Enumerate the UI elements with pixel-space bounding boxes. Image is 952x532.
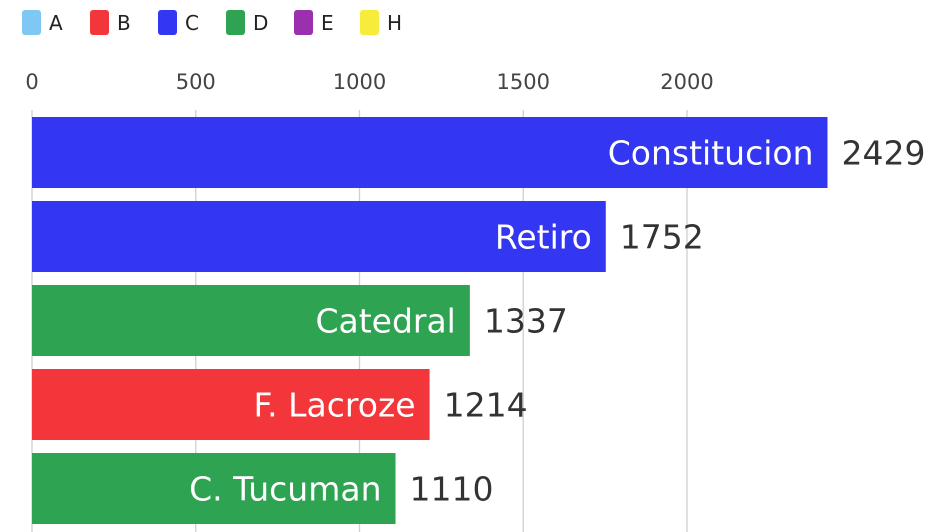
legend-label-d: D — [253, 11, 268, 35]
x-tick-label: 1500 — [497, 70, 550, 94]
legend-label-e: E — [321, 11, 334, 35]
bar — [32, 285, 470, 356]
x-tick-label: 0 — [25, 70, 38, 94]
x-tick-label: 2000 — [660, 70, 713, 94]
bar-category-label: Catedral — [315, 302, 455, 341]
legend-swatch-c — [158, 10, 177, 35]
bar-category-label: C. Tucuman — [189, 470, 381, 509]
x-tick-label: 1000 — [333, 70, 386, 94]
bar — [32, 201, 606, 272]
bar-category-label: Retiro — [495, 218, 592, 257]
bar-value-label: 2429 — [841, 134, 925, 173]
bar-category-label: Constitucion — [608, 134, 814, 173]
bar-category-label: F. Lacroze — [254, 386, 416, 425]
bars: Constitucion 2429 Retiro 1752 Catedral 1337 F.… — [32, 117, 925, 524]
legend-swatch-h — [360, 10, 379, 35]
legend-swatch-e — [294, 10, 313, 35]
bar-value-label: 1214 — [444, 386, 528, 425]
bar — [32, 117, 828, 188]
legend-label-a: A — [49, 11, 63, 35]
legend-swatch-a — [22, 10, 41, 35]
bar-value-label: 1752 — [620, 218, 704, 257]
legend-swatch-d — [226, 10, 245, 35]
legend-swatch-b — [90, 10, 109, 35]
legend-label-b: B — [117, 11, 131, 35]
bar — [32, 453, 396, 524]
x-tick-label: 500 — [176, 70, 216, 94]
legend-label-c: C — [185, 11, 199, 35]
bar — [32, 369, 430, 440]
legend-label-h: H — [387, 11, 402, 35]
bar-value-label: 1337 — [484, 302, 568, 341]
x-axis-ticks: 0 500 1000 1500 2000 — [25, 70, 713, 94]
bar-value-label: 1110 — [410, 470, 494, 509]
